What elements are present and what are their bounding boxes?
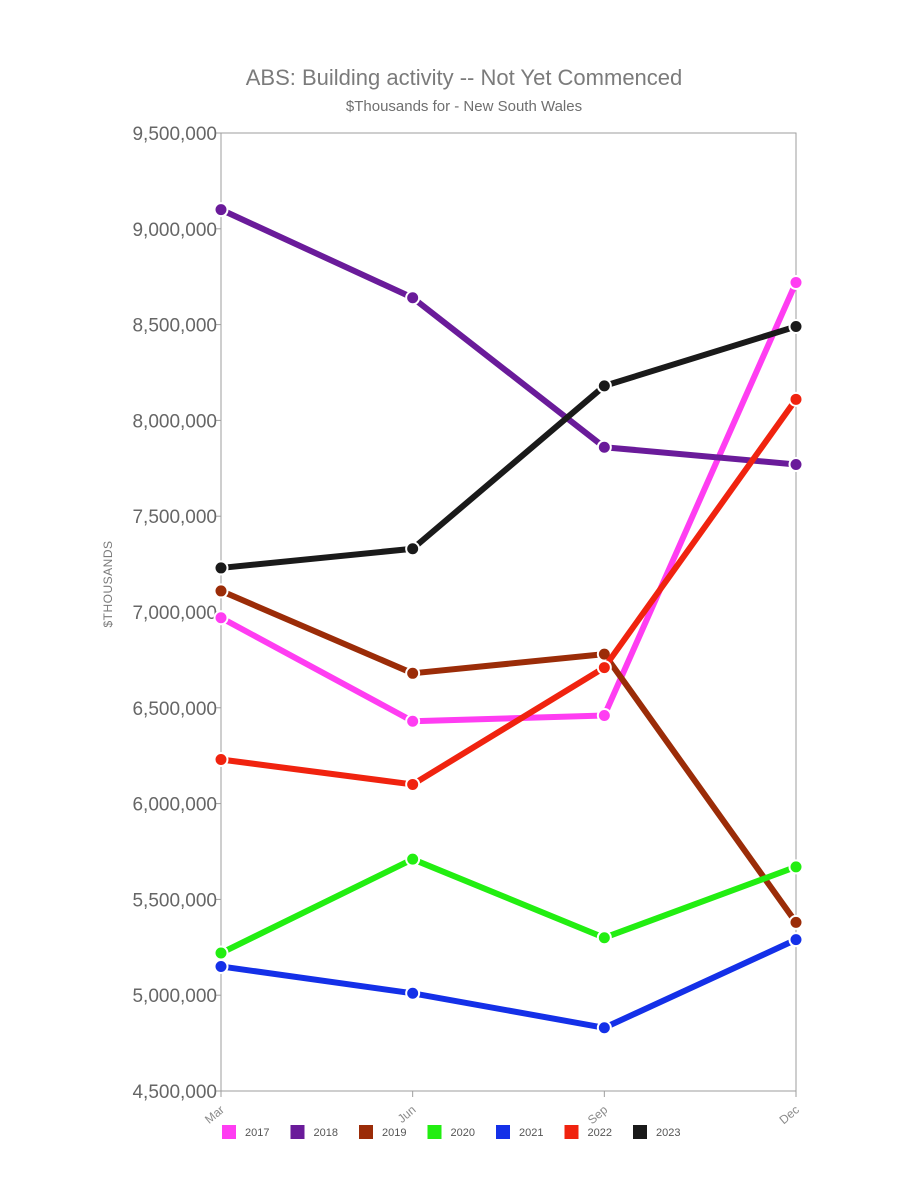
legend-item-2018[interactable]: 2018 <box>290 1125 338 1139</box>
data-point-2019-Jun[interactable] <box>405 665 421 681</box>
data-point-2017-Dec[interactable] <box>788 274 804 290</box>
y-tick-label: 9,000,000 <box>132 220 217 241</box>
y-axis-label: $THOUSANDS <box>101 540 115 627</box>
data-point-2021-Dec[interactable] <box>788 932 804 948</box>
data-point-2017-Sep[interactable] <box>596 707 612 723</box>
series-line-2018 <box>218 206 799 468</box>
y-axis-ticks: 4,500,000 5,000,000 5,500,000 6,000,000 6,50… <box>132 124 221 1103</box>
data-point-2021-Sep[interactable] <box>596 1020 612 1036</box>
y-tick-label: 8,500,000 <box>132 316 217 337</box>
y-tick-label: 5,500,000 <box>132 890 217 911</box>
series-2018 <box>213 202 804 472</box>
x-tick-label: Jun <box>395 1103 419 1126</box>
data-point-2022-Mar[interactable] <box>213 752 229 768</box>
series-2021 <box>213 932 804 1036</box>
legend-item-2021[interactable]: 2021 <box>496 1125 543 1139</box>
y-tick-label: 6,000,000 <box>132 795 217 816</box>
data-point-2018-Mar[interactable] <box>213 202 229 218</box>
legend-swatch <box>359 1125 373 1139</box>
y-tick-label: 7,000,000 <box>132 603 217 624</box>
legend-label: 2022 <box>588 1127 612 1139</box>
data-point-2018-Jun[interactable] <box>405 290 421 306</box>
series-line-2021 <box>218 936 799 1031</box>
legend-swatch <box>427 1125 442 1139</box>
legend-label: 2021 <box>519 1127 543 1139</box>
y-tick-label: 8,000,000 <box>132 411 217 432</box>
x-tick-label: Dec <box>777 1103 802 1127</box>
legend-swatch <box>222 1125 236 1139</box>
series-2019 <box>213 583 804 930</box>
data-point-2017-Jun[interactable] <box>405 713 421 729</box>
series-line-2019 <box>218 587 799 926</box>
legend-item-2023[interactable]: 2023 <box>633 1125 680 1139</box>
y-tick-label: 6,500,000 <box>132 699 217 720</box>
plot-area <box>220 132 797 1092</box>
series-group <box>213 202 804 1036</box>
legend-label: 2020 <box>451 1127 475 1139</box>
data-point-2018-Dec[interactable] <box>788 456 804 472</box>
series-line-2022 <box>218 396 799 788</box>
legend-label: 2023 <box>656 1127 680 1139</box>
legend-item-2020[interactable]: 2020 <box>427 1125 475 1139</box>
legend-item-2022[interactable]: 2022 <box>564 1125 612 1139</box>
x-axis-ticks: Mar Jun Sep Dec <box>202 1091 802 1127</box>
series-2020 <box>213 851 804 961</box>
legend: 2017 2018 2019 2020 2021 2022 2023 <box>222 1125 680 1139</box>
x-tick-label: Mar <box>202 1103 227 1127</box>
legend-label: 2019 <box>382 1127 406 1139</box>
data-point-2020-Dec[interactable] <box>788 859 804 875</box>
legend-item-2019[interactable]: 2019 <box>359 1125 406 1139</box>
series-line-2020 <box>218 856 799 957</box>
data-point-2018-Sep[interactable] <box>596 439 612 455</box>
legend-swatch <box>496 1125 510 1139</box>
series-line-2023 <box>218 323 799 571</box>
data-point-2021-Mar[interactable] <box>213 958 229 974</box>
legend-swatch <box>564 1125 579 1139</box>
data-point-2022-Dec[interactable] <box>788 391 804 407</box>
data-point-2019-Dec[interactable] <box>788 914 804 930</box>
data-point-2023-Dec[interactable] <box>788 319 804 335</box>
chart-subtitle: $Thousands for - New South Wales <box>346 98 582 115</box>
data-point-2022-Sep[interactable] <box>596 660 612 676</box>
data-point-2021-Jun[interactable] <box>405 985 421 1001</box>
series-2017 <box>213 274 804 729</box>
data-point-2023-Sep[interactable] <box>596 378 612 394</box>
y-tick-label: 5,000,000 <box>132 986 217 1007</box>
data-point-2020-Sep[interactable] <box>596 930 612 946</box>
data-point-2020-Mar[interactable] <box>213 945 229 961</box>
y-tick-label: 9,500,000 <box>132 124 217 145</box>
data-point-2017-Mar[interactable] <box>213 610 229 626</box>
legend-swatch <box>633 1125 647 1139</box>
chart-title: ABS: Building activity -- Not Yet Commen… <box>246 65 683 90</box>
legend-item-2017[interactable]: 2017 <box>222 1125 269 1139</box>
y-tick-label: 7,500,000 <box>132 507 217 528</box>
legend-label: 2018 <box>314 1127 338 1139</box>
data-point-2023-Mar[interactable] <box>213 560 229 576</box>
series-line-2017 <box>218 279 799 725</box>
data-point-2019-Mar[interactable] <box>213 583 229 599</box>
legend-swatch <box>290 1125 305 1139</box>
series-2022 <box>213 391 804 792</box>
series-2023 <box>213 319 804 576</box>
x-tick-label: Sep <box>585 1102 611 1127</box>
data-point-2023-Jun[interactable] <box>405 541 421 557</box>
data-point-2022-Jun[interactable] <box>405 776 421 792</box>
y-tick-label: 4,500,000 <box>132 1082 217 1103</box>
data-point-2020-Jun[interactable] <box>405 851 421 867</box>
legend-label: 2017 <box>245 1127 269 1139</box>
